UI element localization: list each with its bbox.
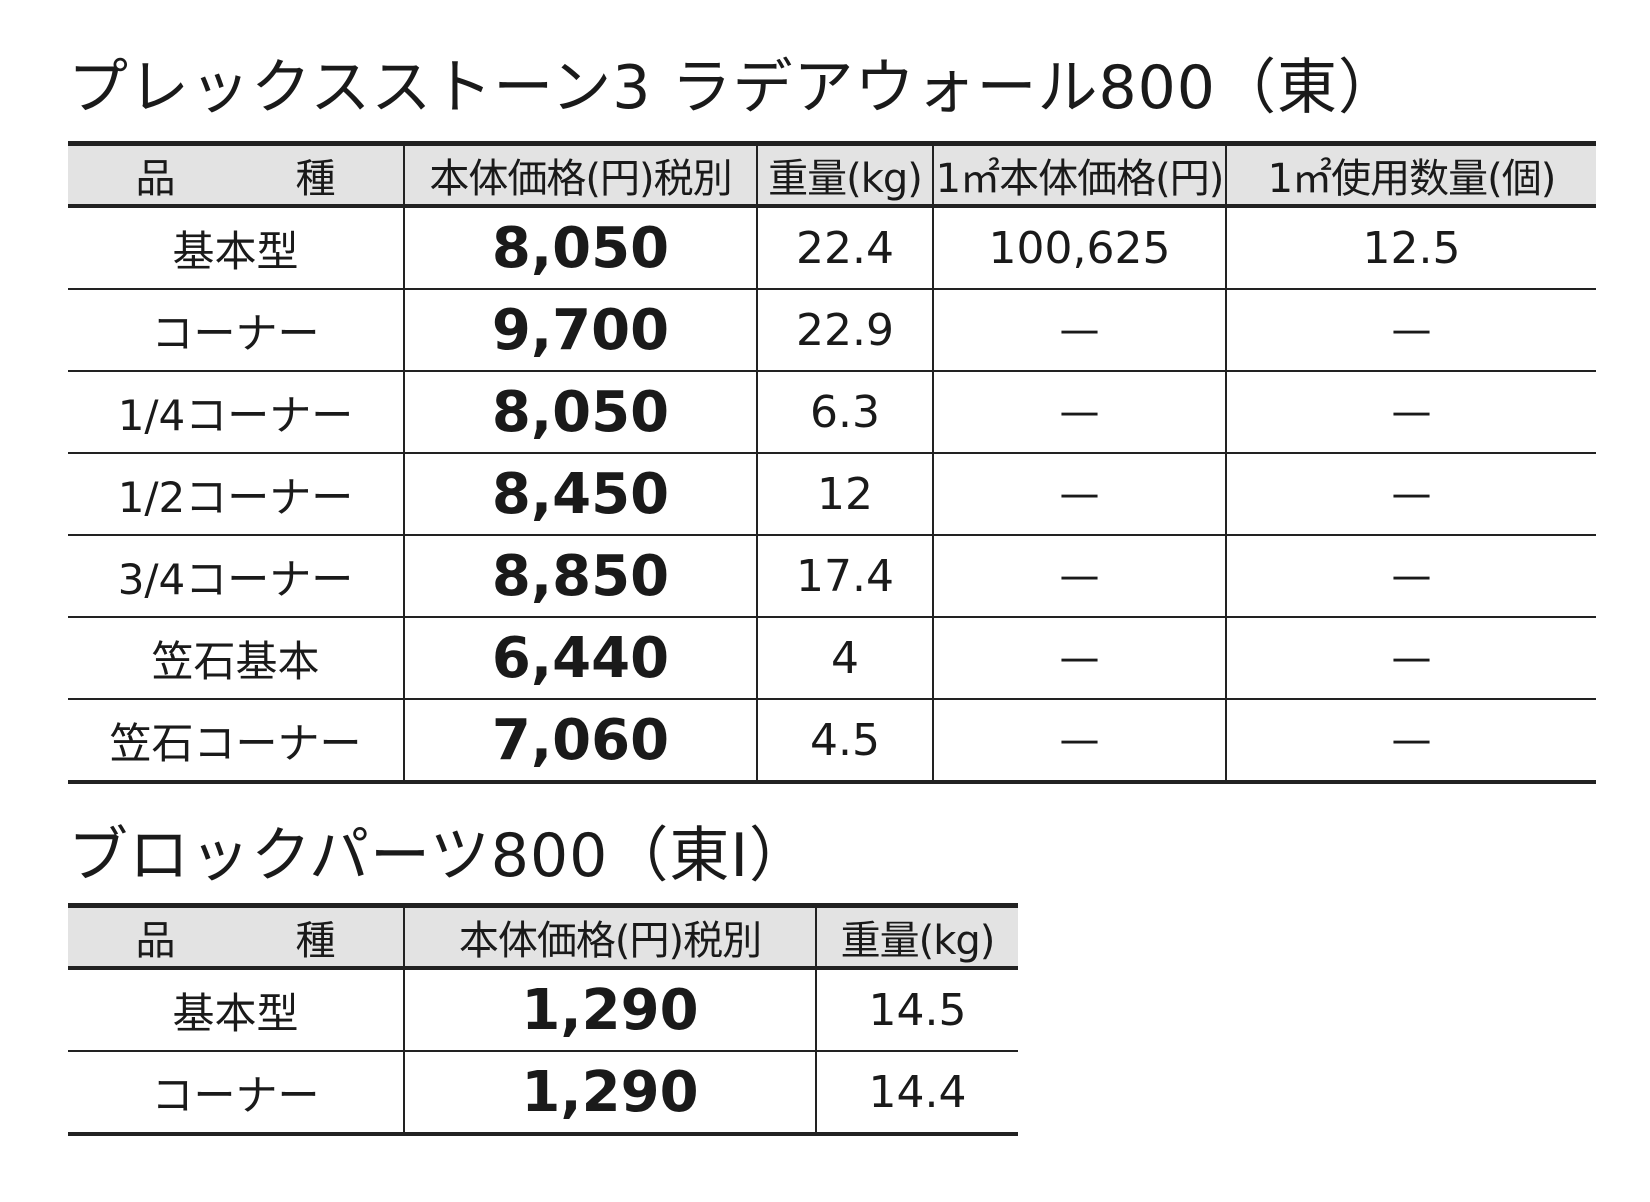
price-table-ladea-wall: 品 種 本体価格(円)税別 重量(kg) 1㎡本体価格(円) 1㎡使用数量(個)… <box>68 141 1596 784</box>
sqm-quantity: — <box>1225 289 1596 372</box>
product-name: コーナー <box>68 289 404 372</box>
sqm-price: — <box>932 699 1226 782</box>
table-row: コーナー 9,700 22.9 — — <box>68 289 1596 372</box>
product-name: 1/4コーナー <box>68 371 404 454</box>
table-header-row: 品 種 本体価格(円)税別 重量(kg) 1㎡本体価格(円) 1㎡使用数量(個) <box>68 143 1596 208</box>
header-weight: 重量(kg) <box>756 143 933 208</box>
section-title-ladea-wall: プレックスストーン3 ラデアウォール800（東） <box>68 53 1399 123</box>
sqm-price: — <box>932 535 1226 618</box>
table-row: コーナー 1,290 14.4 <box>68 1051 1018 1134</box>
product-price: 8,450 <box>403 453 757 536</box>
table-row: 笠石基本 6,440 4 — — <box>68 617 1596 700</box>
sqm-price: — <box>932 371 1226 454</box>
sqm-quantity: — <box>1225 371 1596 454</box>
product-price: 7,060 <box>403 699 757 782</box>
header-price: 本体価格(円)税別 <box>403 905 816 970</box>
table-header-row: 品 種 本体価格(円)税別 重量(kg) <box>68 905 1018 970</box>
sqm-quantity: — <box>1225 535 1596 618</box>
product-weight: 14.4 <box>815 1051 1018 1134</box>
product-name: 基本型 <box>68 206 404 290</box>
product-weight: 14.5 <box>815 968 1018 1052</box>
product-name: 3/4コーナー <box>68 535 404 618</box>
header-product-type: 品 種 <box>68 143 404 208</box>
product-weight: 4.5 <box>756 699 933 782</box>
product-weight: 22.9 <box>756 289 933 372</box>
table-row: 基本型 1,290 14.5 <box>68 968 1018 1052</box>
section-title-block-parts: ブロックパーツ800（東Ⅰ） <box>68 821 811 891</box>
product-weight: 17.4 <box>756 535 933 618</box>
product-weight: 6.3 <box>756 371 933 454</box>
product-price: 8,050 <box>403 371 757 454</box>
table-row: 1/4コーナー 8,050 6.3 — — <box>68 371 1596 454</box>
product-price: 1,290 <box>403 968 816 1052</box>
price-table-block-parts: 品 種 本体価格(円)税別 重量(kg) 基本型 1,290 14.5 コーナー… <box>68 903 1018 1136</box>
header-price: 本体価格(円)税別 <box>403 143 757 208</box>
product-name: コーナー <box>151 1070 320 1120</box>
sqm-quantity: — <box>1225 617 1596 700</box>
table-row: 笠石コーナー 7,060 4.5 — — <box>68 699 1596 782</box>
sqm-quantity: — <box>1225 699 1596 782</box>
sqm-quantity: — <box>1225 453 1596 536</box>
product-weight: 4 <box>756 617 933 700</box>
product-name: 基本型 <box>68 968 404 1052</box>
sqm-price: — <box>932 289 1226 372</box>
table-row: 基本型 8,050 22.4 100,625 12.5 <box>68 206 1596 290</box>
header-weight: 重量(kg) <box>815 905 1018 970</box>
header-product-type: 品 種 <box>68 905 404 970</box>
header-sqm-price: 1㎡本体価格(円) <box>932 143 1226 208</box>
table-row: 1/2コーナー 8,450 12 — — <box>68 453 1596 536</box>
product-weight: 12 <box>756 453 933 536</box>
sqm-price: 100,625 <box>932 206 1226 290</box>
product-name: 笠石基本 <box>68 617 404 700</box>
header-sqm-quantity: 1㎡使用数量(個) <box>1225 143 1596 208</box>
sqm-quantity: 12.5 <box>1225 206 1596 290</box>
product-name: 笠石コーナー <box>109 718 362 768</box>
product-weight: 22.4 <box>756 206 933 290</box>
sqm-price: — <box>932 453 1226 536</box>
sqm-price: — <box>932 617 1226 700</box>
product-price: 6,440 <box>403 617 757 700</box>
product-price: 1,290 <box>403 1051 816 1134</box>
table-row: 3/4コーナー 8,850 17.4 — — <box>68 535 1596 618</box>
product-price: 8,850 <box>403 535 757 618</box>
product-price: 8,050 <box>403 206 757 290</box>
product-name: 1/2コーナー <box>68 453 404 536</box>
product-price: 9,700 <box>403 289 757 372</box>
